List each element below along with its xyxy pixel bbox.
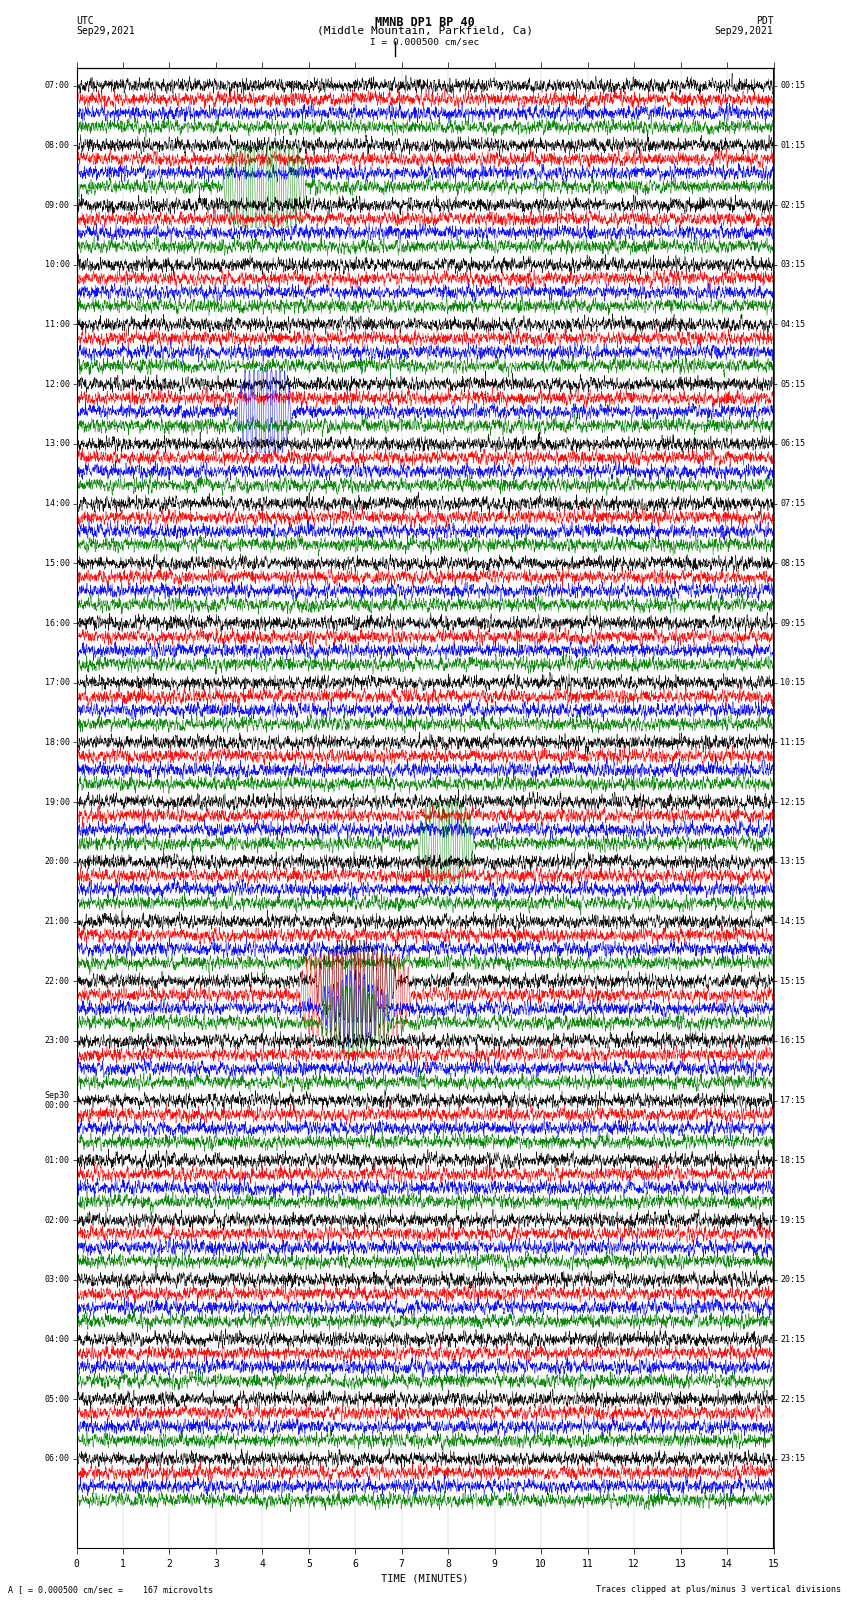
Text: (Middle Mountain, Parkfield, Ca): (Middle Mountain, Parkfield, Ca) — [317, 26, 533, 35]
Text: UTC: UTC — [76, 16, 94, 26]
Text: PDT: PDT — [756, 16, 774, 26]
Text: I = 0.000500 cm/sec: I = 0.000500 cm/sec — [371, 37, 479, 47]
Text: Sep29,2021: Sep29,2021 — [76, 26, 135, 35]
Text: Sep29,2021: Sep29,2021 — [715, 26, 774, 35]
Text: Traces clipped at plus/minus 3 vertical divisions: Traces clipped at plus/minus 3 vertical … — [597, 1584, 842, 1594]
X-axis label: TIME (MINUTES): TIME (MINUTES) — [382, 1573, 468, 1582]
Text: MMNB DP1 BP 40: MMNB DP1 BP 40 — [375, 16, 475, 29]
Text: A [ = 0.000500 cm/sec =    167 microvolts: A [ = 0.000500 cm/sec = 167 microvolts — [8, 1584, 213, 1594]
